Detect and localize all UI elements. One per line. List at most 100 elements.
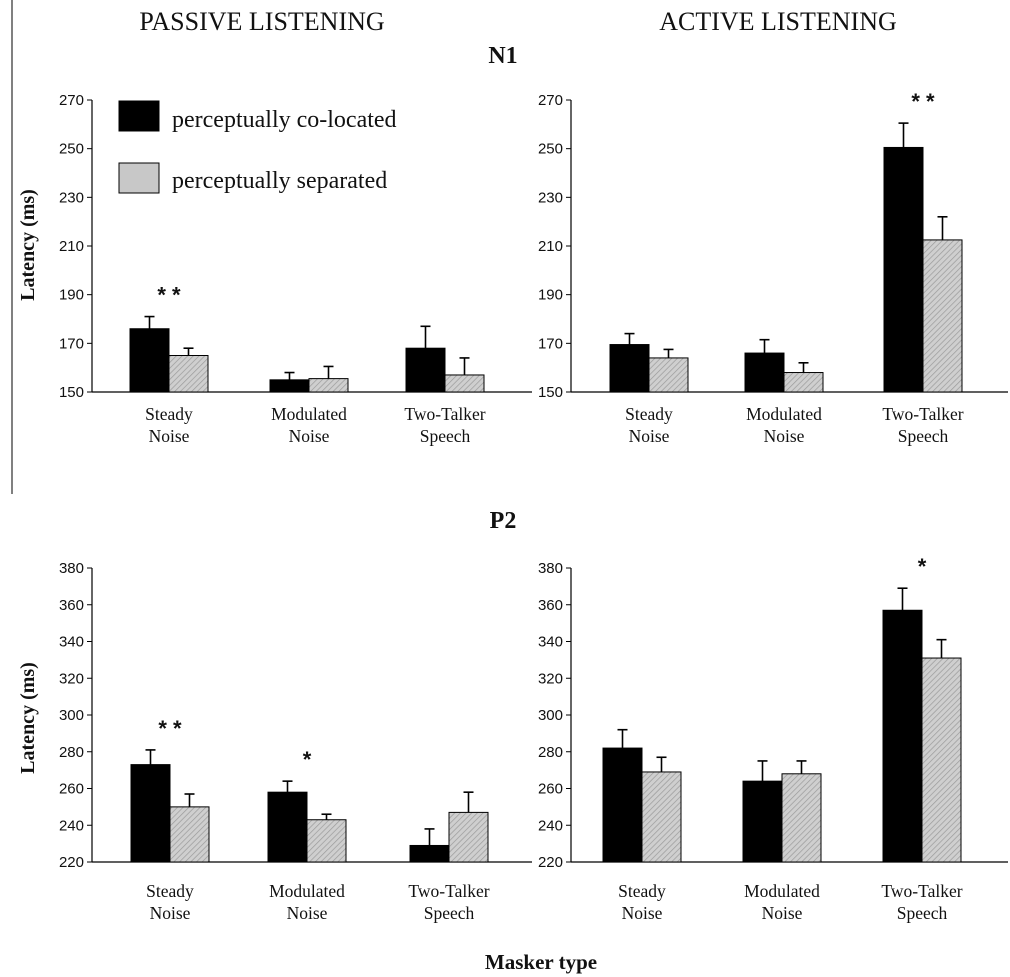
y-tick-label: 340	[538, 634, 563, 651]
y-tick-label: 250	[59, 141, 84, 158]
y-tick-label: 320	[59, 670, 84, 687]
y-axis-label-top: Latency (ms)	[17, 189, 39, 301]
y-tick-label: 150	[59, 384, 84, 401]
y-tick-label: 220	[59, 854, 84, 871]
bar-separated-modulated-noise	[306, 819, 347, 863]
category-label: Noise	[762, 903, 803, 923]
bar-colocated-steady-noise	[130, 764, 171, 863]
y-tick-label: 260	[538, 781, 563, 798]
y-tick-label: 380	[59, 560, 84, 577]
heading-n1: N1	[488, 43, 517, 69]
bar-separated-two-talker-speech	[921, 657, 962, 863]
significance-marker: *	[918, 554, 927, 579]
category-label: Noise	[629, 426, 670, 446]
legend-swatch-separated	[118, 162, 160, 194]
bar-colocated-modulated-noise	[267, 791, 308, 863]
bar-separated-modulated-noise	[783, 372, 824, 393]
category-label: Noise	[287, 903, 328, 923]
y-axis-label-bottom: Latency (ms)	[17, 662, 39, 774]
category-label: Speech	[897, 903, 948, 923]
significance-marker: * *	[158, 716, 182, 741]
y-tick-label: 230	[59, 189, 84, 206]
y-tick-label: 250	[538, 141, 563, 158]
category-label: Steady	[145, 404, 193, 424]
bar-colocated-steady-noise	[602, 747, 643, 863]
bar-separated-two-talker-speech	[448, 811, 489, 863]
y-tick-label: 170	[538, 335, 563, 352]
category-label: Speech	[898, 426, 949, 446]
category-label: Steady	[625, 404, 673, 424]
significance-marker: * *	[157, 283, 181, 308]
y-tick-label: 270	[538, 92, 563, 109]
y-tick-label: 190	[59, 287, 84, 304]
heading-active-listening: ACTIVE LISTENING	[659, 7, 897, 36]
heading-p2: P2	[490, 508, 517, 534]
category-label: Noise	[289, 426, 330, 446]
category-label: Modulated	[744, 881, 820, 901]
x-axis-label: Masker type	[485, 950, 597, 974]
bar-colocated-steady-noise	[129, 328, 170, 393]
y-tick-label: 280	[538, 744, 563, 761]
y-tick-label: 300	[538, 707, 563, 724]
panel-p2-passive: 220240260280300320340360380SteadyNoise* …	[59, 560, 532, 923]
category-label: Two-Talker	[408, 881, 489, 901]
bar-colocated-two-talker-speech	[409, 844, 450, 863]
bar-colocated-modulated-noise	[744, 352, 785, 393]
legend-label-colocated: perceptually co-located	[172, 107, 397, 133]
y-tick-label: 320	[538, 670, 563, 687]
category-label: Noise	[149, 426, 190, 446]
y-tick-label: 220	[538, 854, 563, 871]
bar-separated-modulated-noise	[781, 773, 822, 863]
y-tick-label: 300	[59, 707, 84, 724]
category-label: Two-Talker	[882, 404, 963, 424]
panel-n1-active: 150170190210230250270SteadyNoiseModulate…	[538, 89, 1008, 446]
bar-separated-steady-noise	[648, 357, 689, 393]
heading-passive-listening: PASSIVE LISTENING	[139, 7, 384, 36]
y-tick-label: 150	[538, 384, 563, 401]
y-tick-label: 210	[538, 238, 563, 255]
bar-colocated-modulated-noise	[742, 780, 783, 863]
bar-colocated-two-talker-speech	[882, 609, 923, 863]
significance-marker: * *	[911, 89, 935, 114]
category-label: Noise	[622, 903, 663, 923]
bar-separated-steady-noise	[168, 355, 209, 393]
category-label: Modulated	[746, 404, 822, 424]
bar-colocated-two-talker-speech	[883, 146, 924, 393]
y-tick-label: 380	[538, 560, 563, 577]
category-label: Two-Talker	[881, 881, 962, 901]
bar-separated-steady-noise	[641, 771, 682, 863]
y-tick-label: 360	[59, 597, 84, 614]
y-tick-label: 170	[59, 335, 84, 352]
bar-separated-two-talker-speech	[444, 374, 485, 393]
y-tick-label: 240	[538, 817, 563, 834]
category-label: Noise	[764, 426, 805, 446]
category-label: Modulated	[271, 404, 347, 424]
legend-swatch-colocated	[118, 100, 160, 132]
category-label: Steady	[146, 881, 194, 901]
bar-separated-two-talker-speech	[922, 239, 963, 393]
y-tick-label: 240	[59, 817, 84, 834]
category-label: Speech	[420, 426, 471, 446]
y-tick-label: 360	[538, 597, 563, 614]
bar-colocated-two-talker-speech	[405, 347, 446, 393]
y-tick-label: 260	[59, 781, 84, 798]
category-label: Modulated	[269, 881, 345, 901]
panel-p2-active: 220240260280300320340360380SteadyNoiseMo…	[538, 554, 1008, 923]
y-tick-label: 280	[59, 744, 84, 761]
y-tick-label: 190	[538, 287, 563, 304]
bar-separated-modulated-noise	[308, 378, 349, 393]
y-tick-label: 210	[59, 238, 84, 255]
bar-colocated-steady-noise	[609, 344, 650, 393]
significance-marker: *	[303, 747, 312, 772]
bar-separated-steady-noise	[169, 806, 210, 863]
y-tick-label: 230	[538, 189, 563, 206]
y-tick-label: 340	[59, 634, 84, 651]
bar-colocated-modulated-noise	[269, 379, 310, 393]
legend: perceptually co-located perceptually sep…	[118, 100, 397, 194]
legend-label-separated: perceptually separated	[172, 168, 387, 194]
category-label: Speech	[424, 903, 475, 923]
category-label: Steady	[618, 881, 666, 901]
category-label: Noise	[150, 903, 191, 923]
